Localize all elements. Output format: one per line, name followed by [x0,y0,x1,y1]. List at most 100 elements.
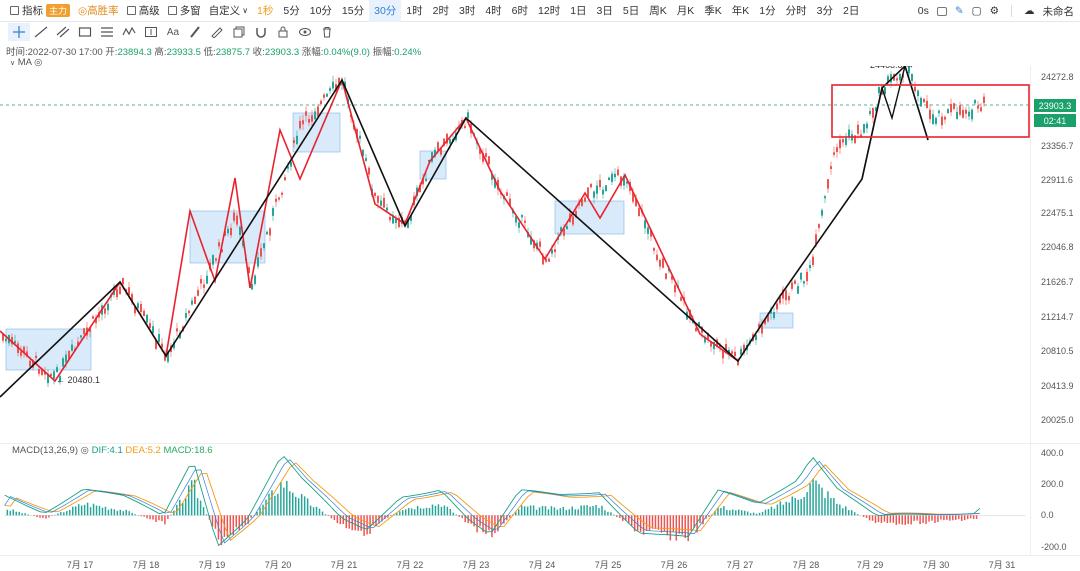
macd-histogram-bar [949,515,951,521]
candle-body [431,152,433,162]
macd-histogram-bar [645,515,648,531]
macd-histogram-bar [428,507,431,516]
copy-icon[interactable] [228,23,250,41]
timeframe-tab[interactable]: 2日 [842,5,860,17]
timeframe-tab[interactable]: 年K [731,5,750,17]
text-icon[interactable]: Aa [166,26,180,38]
timeframe-tab[interactable]: 30分 [369,0,402,22]
macd-histogram-bar [871,515,874,521]
macd-histogram-bar [743,510,746,516]
macd-histogram-bar [256,511,258,516]
layout-icon[interactable]: ▢ [971,5,982,17]
macd-histogram-bar [342,515,345,525]
macd-histogram-bar [729,510,731,516]
ma-indicator-row[interactable]: ∨ MA ◎ [10,57,43,68]
candle-body [674,285,676,293]
unnamed-layout[interactable]: 未命名 [1042,5,1075,18]
timeframe-tab[interactable]: 1日 [570,5,587,17]
candle-body [821,210,823,216]
timeframe-tab[interactable]: 2时 [432,5,449,17]
timeframe-tab[interactable]: 5分 [283,5,300,17]
timeframe-tab[interactable]: 1秒 [257,5,274,17]
indicator-button[interactable]: 指标 主力 [6,0,74,22]
eye-icon[interactable] [294,23,316,41]
brush-icon[interactable] [184,23,206,41]
price-chart[interactable]: 24468.8 → ← 20480.1 [0,66,1030,443]
timeframe-tab[interactable]: 月K [676,5,695,17]
multi-window-button[interactable]: 多窗 [164,0,205,22]
time-axis[interactable]: 7月 17 7月 18 7月 19 7月 20 7月 21 7月 22 7月 23 7月 24… [0,555,1080,571]
candle-body [230,227,232,236]
macd-histogram-bar [862,515,865,517]
macd-histogram-bar [98,505,101,516]
macd-chart[interactable] [0,443,1030,555]
macd-histogram-bar [806,492,808,516]
lock-icon[interactable] [272,23,294,41]
candle-body [68,350,70,360]
timeframe-tab[interactable]: 季K [704,5,722,17]
timeframe-tab[interactable]: 周K [649,5,667,17]
macd-histogram-bar [259,507,261,516]
custom-dropdown[interactable]: 自定义 ∨ [208,5,249,17]
ruler-icon[interactable] [206,23,228,41]
win-rate-button[interactable]: ◎ 高胜率 [78,4,119,18]
high-price-annotation: 24468.8 → [870,66,914,70]
candle-body [122,277,124,285]
macd-histogram-bar [149,515,151,520]
fibonacci-icon[interactable] [96,23,118,41]
timeframe-tab[interactable]: 3时 [458,5,476,17]
macd-histogram-bar [770,506,773,516]
candle-body [11,337,13,345]
timeframe-tab[interactable]: 1时 [406,5,423,17]
timeframe-tab[interactable]: 1分 [759,5,776,17]
gear-icon[interactable]: ⚙ [989,5,999,17]
macd-histogram-bar [547,509,550,516]
candle-body [608,177,610,180]
candle-body [947,109,949,114]
candle-body [107,303,109,311]
candle-body [743,344,745,354]
measure-icon[interactable] [140,23,162,41]
candle-body [131,293,133,303]
candle-body [185,312,187,318]
eye-icon[interactable]: ◎ [34,57,43,68]
trendline-icon[interactable] [30,23,52,41]
timeframe-tab[interactable]: 4时 [485,5,502,17]
candle-body [278,197,280,200]
macd-histogram-bar [815,480,817,516]
timeframe-tab[interactable]: 3分 [816,5,833,17]
candle-body [827,179,829,189]
candle-body [665,273,667,279]
macd-histogram-bar [80,505,83,516]
macd-histogram-bar [958,515,960,520]
macd-histogram-bar [761,511,764,516]
timeframe-tab[interactable]: 15分 [341,5,365,17]
macd-histogram-bar [283,487,285,516]
date-tick-label: 7月 26 [660,560,688,570]
magnet-icon[interactable] [250,23,272,41]
macd-histogram-bar [963,515,966,521]
macd-histogram-bar [458,515,460,517]
timeframe-tab[interactable]: 3日 [596,5,613,17]
wave-icon[interactable] [118,23,140,41]
crosshair-icon[interactable] [8,23,30,41]
macd-histogram-bar [913,515,915,521]
price-axis[interactable]: 24272.8 23356.7 22911.6 22475.1 22046.8 21626… [1030,66,1080,443]
timeframe-tab[interactable]: 分时 [785,5,807,17]
pencil-icon[interactable]: ✎ [954,5,964,17]
candle-body [179,332,181,339]
trash-icon[interactable] [316,23,338,41]
camera-icon[interactable] [936,6,947,16]
advanced-button[interactable]: 高级 [123,0,164,22]
macd-histogram-bar [577,509,579,516]
rectangle-icon[interactable] [74,23,96,41]
macd-histogram-bar [274,495,276,516]
timeframe-tab[interactable]: 6时 [511,5,529,17]
timeframe-tab[interactable]: 10分 [309,5,332,17]
parallel-channel-icon[interactable] [52,23,74,41]
timeframe-tab[interactable]: 5日 [622,5,640,17]
eye-icon[interactable]: ◎ [80,445,89,456]
candle-body [443,138,445,146]
timeframe-tab[interactable]: 12时 [538,5,561,17]
candle-body [41,369,43,375]
